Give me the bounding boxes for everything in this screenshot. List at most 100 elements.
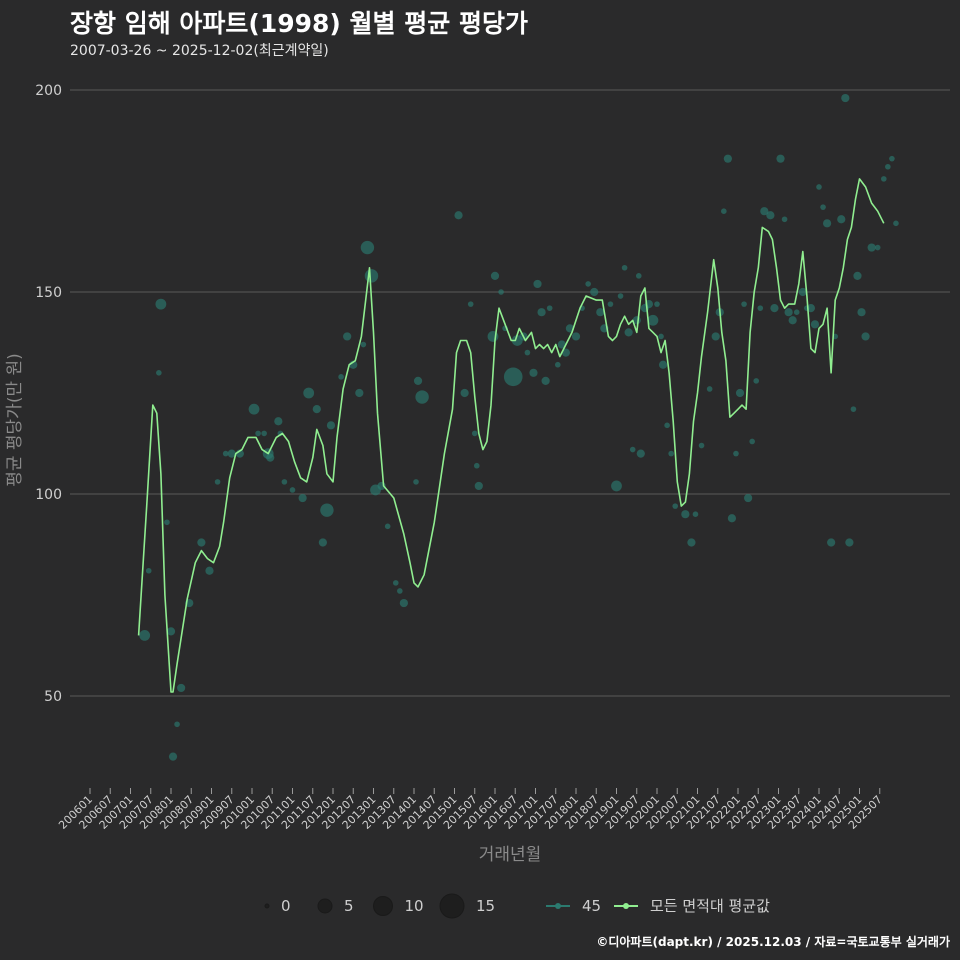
data-point: [770, 304, 779, 313]
legend-size-swatch: [317, 898, 333, 914]
x-axis-label: 거래년월: [479, 845, 542, 865]
data-point: [590, 287, 599, 297]
data-point: [312, 405, 321, 414]
data-point: [816, 184, 822, 190]
data-point: [460, 388, 469, 398]
data-point: [766, 211, 775, 220]
data-point: [266, 453, 275, 462]
data-point: [885, 163, 891, 170]
data-point: [861, 332, 870, 341]
data-point: [585, 281, 591, 287]
data-point: [360, 341, 367, 348]
data-point: [281, 479, 288, 485]
data-point: [155, 298, 167, 310]
data-point: [744, 493, 753, 503]
data-point: [658, 360, 668, 369]
data-point: [214, 479, 221, 485]
average-line-path: [137, 178, 885, 693]
data-point: [741, 301, 747, 307]
data-point: [320, 503, 334, 517]
y-tick-label: 150: [35, 285, 62, 301]
data-point: [733, 450, 739, 457]
legend: 0 5 10 15 45 모든 면적대 평균값: [264, 893, 770, 919]
data-point: [392, 580, 399, 586]
average-line: [137, 178, 885, 693]
data-point: [874, 244, 881, 251]
chart-title: 장항 임해 아파트(1998) 월별 평균 평당가: [70, 9, 528, 38]
data-point: [498, 289, 504, 295]
data-point: [727, 514, 737, 523]
data-point: [841, 93, 850, 103]
data-point: [617, 293, 624, 299]
legend-size-label: 10: [405, 897, 424, 915]
data-point: [554, 361, 561, 368]
data-point: [318, 538, 327, 547]
data-point: [749, 438, 755, 445]
data-point: [857, 308, 866, 317]
source-footer: ©디아파트(dapt.kr) / 2025.12.03 / 자료=국토교통부 실…: [596, 935, 950, 949]
data-point: [788, 316, 797, 325]
legend-size-swatch: [373, 896, 393, 916]
data-point: [867, 243, 876, 252]
data-point: [893, 220, 899, 227]
data-point: [810, 320, 820, 329]
data-point: [156, 370, 162, 376]
data-point: [706, 386, 713, 392]
data-point: [164, 519, 170, 526]
data-point: [664, 422, 670, 429]
data-point: [561, 348, 570, 357]
data-point: [503, 367, 523, 387]
legend-avg-swatch: [623, 903, 629, 909]
data-point: [474, 481, 483, 491]
data-point: [760, 207, 769, 216]
y-tick-label: 50: [44, 689, 62, 705]
data-point: [261, 430, 267, 437]
data-point: [692, 511, 699, 517]
data-point: [823, 219, 832, 228]
data-point: [820, 204, 826, 210]
data-point: [784, 308, 793, 317]
data-point: [524, 349, 531, 356]
legend-area-label: 45: [582, 897, 601, 915]
data-point: [255, 430, 261, 437]
data-point: [546, 305, 553, 311]
x-axis: 2006012006072007012007072008012008072009…: [56, 788, 885, 832]
data-point: [735, 388, 745, 398]
legend-size-label: 0: [281, 897, 291, 915]
data-point: [168, 752, 178, 761]
data-point: [853, 271, 862, 280]
data-point: [177, 683, 186, 693]
data-point: [723, 154, 732, 163]
data-point: [343, 332, 352, 341]
data-point: [397, 588, 403, 594]
data-point: [454, 211, 463, 220]
data-point: [845, 538, 854, 547]
data-point: [881, 176, 887, 182]
data-point: [837, 215, 846, 224]
data-point: [355, 388, 364, 398]
data-point: [174, 721, 180, 728]
data-point: [757, 305, 764, 311]
data-point: [413, 479, 419, 485]
data-point: [827, 538, 836, 547]
data-point: [687, 538, 696, 547]
data-point: [360, 240, 375, 255]
data-point: [629, 446, 636, 453]
data-point: [205, 566, 214, 575]
data-point: [571, 332, 581, 341]
data-point: [596, 308, 605, 317]
data-point: [850, 406, 857, 412]
data-point: [798, 287, 807, 297]
data-point: [624, 328, 633, 337]
data-point: [490, 271, 500, 280]
data-point: [338, 374, 344, 380]
data-point: [607, 301, 614, 307]
data-point: [776, 154, 785, 163]
data-point: [326, 421, 336, 430]
data-point: [635, 273, 642, 279]
data-point: [621, 264, 628, 271]
data-point: [557, 340, 566, 349]
data-point: [399, 598, 408, 608]
data-point: [289, 487, 296, 493]
